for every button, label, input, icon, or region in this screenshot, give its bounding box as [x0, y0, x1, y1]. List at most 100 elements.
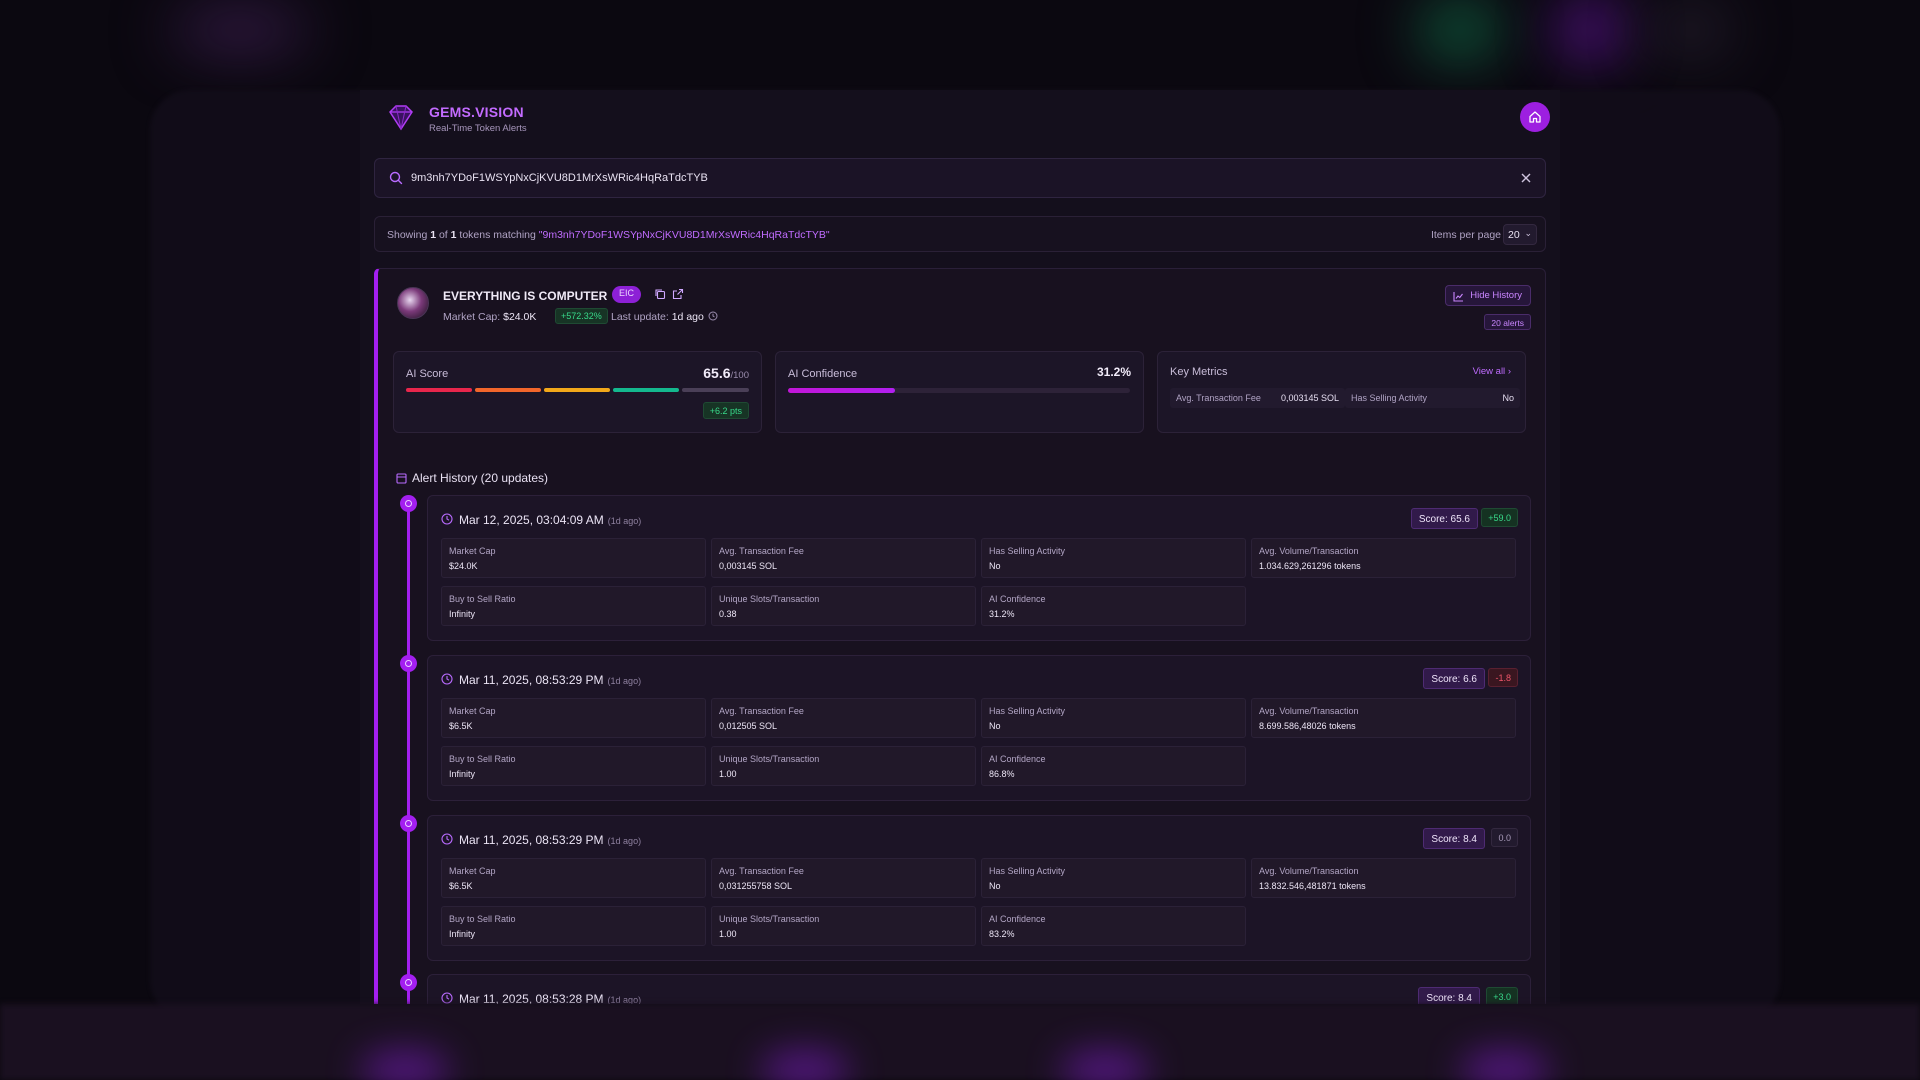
hide-history-button[interactable]: Hide History — [1445, 285, 1531, 306]
timeline-dot — [400, 495, 417, 512]
market-cap-change-badge: +572.32% — [555, 308, 608, 324]
chart-line-icon — [1453, 292, 1464, 302]
alert-delta-badge: 0.0 — [1491, 828, 1518, 847]
timeline-dot — [400, 815, 417, 832]
search-bar — [374, 158, 1546, 198]
timeline-dot — [400, 655, 417, 672]
score-segment — [475, 388, 541, 392]
token-name: EVERYTHING IS COMPUTER — [443, 289, 608, 303]
alert-entry: Mar 11, 2025, 08:53:29 PM (1d ago) Score:… — [427, 655, 1531, 801]
metric-cell: Unique Slots/Transaction 1.00 — [711, 906, 976, 946]
alert-delta-badge: +59.0 — [1481, 508, 1518, 527]
alert-date: Mar 11, 2025, 08:53:29 PM (1d ago) — [459, 833, 642, 847]
clock-icon — [441, 673, 453, 685]
blur-glow — [1060, 1050, 1150, 1080]
metric-cell: Avg. Transaction Fee 0,031255758 SOL — [711, 858, 976, 898]
close-icon[interactable] — [1519, 171, 1533, 185]
alert-date: Mar 11, 2025, 08:53:29 PM (1d ago) — [459, 673, 642, 687]
timeline-dot — [400, 974, 417, 991]
clock-icon — [441, 513, 453, 525]
metric-cell: Avg. Volume/Transaction 8.699.586,48026 t… — [1251, 698, 1516, 738]
clock-icon — [441, 992, 453, 1004]
metric-cell: Avg. Transaction Fee 0,012505 SOL — [711, 698, 976, 738]
alert-score-badge: Score: 8.4 — [1418, 987, 1480, 1004]
score-segment — [406, 388, 472, 392]
ai-confidence-title: AI Confidence — [788, 368, 858, 380]
alert-date: Mar 12, 2025, 03:04:09 AM (1d ago) — [459, 513, 642, 527]
score-segment — [613, 388, 679, 392]
items-per-page-select[interactable]: 20 ⌄ — [1503, 224, 1537, 245]
alert-entry: Mar 11, 2025, 08:53:29 PM (1d ago) Score:… — [427, 815, 1531, 961]
search-icon — [389, 171, 403, 185]
metric-cell: Unique Slots/Transaction 0.38 — [711, 586, 976, 626]
alert-delta-badge: +3.0 — [1486, 987, 1518, 1004]
metric-cell: Unique Slots/Transaction 1.00 — [711, 746, 976, 786]
metric-cell: Avg. Volume/Transaction 1.034.629,261296 … — [1251, 538, 1516, 578]
alert-entry: Mar 12, 2025, 03:04:09 AM (1d ago) Score:… — [427, 495, 1531, 641]
bottom-blur — [0, 1004, 1920, 1080]
alert-score-badge: Score: 8.4 — [1423, 828, 1485, 849]
key-metrics-title: Key Metrics — [1170, 366, 1228, 378]
metric-cell: Buy to Sell Ratio Infinity — [441, 746, 706, 786]
items-per-page-label: Items per page — [1430, 229, 1501, 241]
alert-score-badge: Score: 65.6 — [1410, 508, 1478, 529]
brand-name: GEMS.VISION — [429, 104, 524, 120]
timeline-line — [407, 501, 410, 1004]
external-link-icon[interactable] — [672, 288, 684, 300]
metric-cell: Market Cap $6.5K — [441, 858, 706, 898]
ai-score-delta-badge: +6.2 pts — [702, 402, 749, 419]
ai-confidence-fill — [788, 388, 895, 393]
alert-score-badge: Score: 6.6 — [1423, 668, 1485, 689]
metric-cell: Avg. Transaction Fee 0,003145 SOL — [711, 538, 976, 578]
home-button[interactable] — [1520, 102, 1550, 132]
ai-confidence-value: 31.2% — [1096, 365, 1131, 379]
blur-glow — [760, 1050, 850, 1080]
score-segment — [682, 388, 749, 392]
metric-cell: AI Confidence 86.8% — [981, 746, 1246, 786]
blur-glow — [1460, 1050, 1550, 1080]
ai-score-panel: AI Score 65.6/100 +6.2 pts — [393, 351, 762, 433]
token-card: EVERYTHING IS COMPUTER EIC Market Cap: $… — [374, 268, 1546, 1004]
clock-icon — [441, 833, 453, 845]
token-ticker-badge: EIC — [612, 286, 642, 303]
key-metric-chip: Avg. Transaction Fee 0,003145 SOL — [1170, 388, 1345, 408]
metric-cell: Has Selling Activity No — [981, 858, 1246, 898]
ai-confidence-panel: AI Confidence 31.2% — [775, 351, 1144, 433]
home-icon — [1529, 111, 1541, 123]
results-summary: Showing 1 of 1 tokens matching "9m3nh7YD… — [387, 229, 830, 241]
score-segment — [544, 388, 610, 392]
token-avatar — [397, 287, 429, 319]
metric-cell: Has Selling Activity No — [981, 698, 1246, 738]
ai-confidence-bar — [788, 388, 1130, 393]
key-metrics-panel: Key Metrics View all › Avg. Transaction … — [1157, 351, 1526, 433]
last-update: Last update: 1d ago — [611, 311, 704, 323]
metric-cell: AI Confidence 83.2% — [981, 906, 1246, 946]
brand-tagline: Real-Time Token Alerts — [429, 123, 527, 134]
metric-cell: Market Cap $24.0K — [441, 538, 706, 578]
ai-score-title: AI Score — [406, 368, 449, 380]
metric-cell: Market Cap $6.5K — [441, 698, 706, 738]
search-input[interactable] — [411, 168, 1491, 188]
ai-score-value: 65.6/100 — [703, 365, 749, 381]
alert-entry: Mar 11, 2025, 08:53:28 PM (1d ago) Score:… — [427, 974, 1531, 1004]
alert-date: Mar 11, 2025, 08:53:28 PM (1d ago) — [459, 992, 642, 1004]
app-page: GEMS.VISION Real-Time Token Alerts Showi… — [360, 90, 1560, 1004]
view-all-link[interactable]: View all › — [1472, 366, 1511, 377]
metric-cell: Buy to Sell Ratio Infinity — [441, 906, 706, 946]
results-bar: Showing 1 of 1 tokens matching "9m3nh7YD… — [374, 216, 1546, 252]
clock-icon — [708, 311, 718, 321]
metric-cell: AI Confidence 31.2% — [981, 586, 1246, 626]
metric-cell: Has Selling Activity No — [981, 538, 1246, 578]
copy-icon[interactable] — [654, 288, 666, 300]
alert-delta-badge: -1.8 — [1488, 668, 1518, 687]
header: GEMS.VISION Real-Time Token Alerts — [374, 96, 1550, 140]
market-cap: Market Cap: $24.0K — [443, 311, 537, 323]
blur-glow — [360, 1050, 450, 1080]
chevron-down-icon: ⌄ — [1524, 228, 1532, 238]
metric-cell: Buy to Sell Ratio Infinity — [441, 586, 706, 626]
calendar-icon — [396, 473, 407, 484]
alert-history-title: Alert History (20 updates) — [396, 471, 548, 485]
metric-cell: Avg. Volume/Transaction 13.832.546,481871… — [1251, 858, 1516, 898]
alerts-count-badge: 20 alerts — [1484, 314, 1531, 330]
